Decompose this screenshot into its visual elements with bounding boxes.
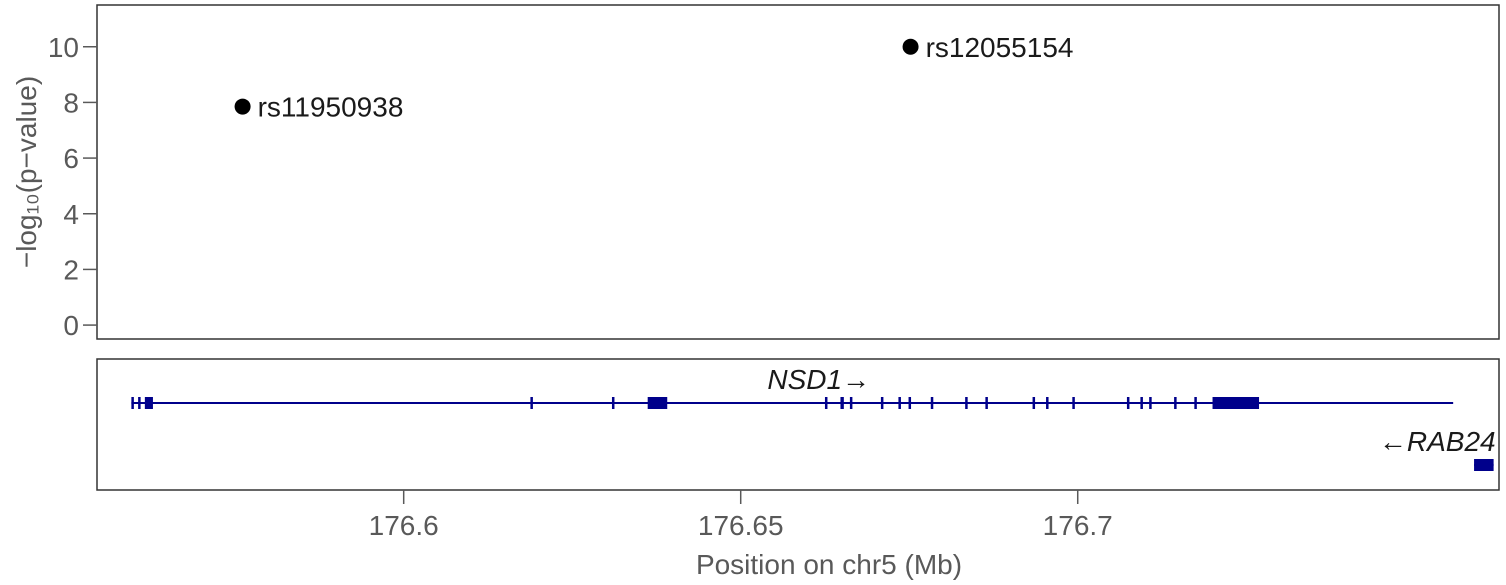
x-axis-label: Position on chr5 (Mb) xyxy=(696,549,962,580)
exon-block xyxy=(985,397,988,409)
exon-block xyxy=(824,397,828,409)
snp-point xyxy=(902,38,919,55)
y-tick-label: 6 xyxy=(63,143,79,174)
exon-block xyxy=(1032,397,1036,409)
exon-block xyxy=(880,397,884,409)
gene-label: ←RAB24 xyxy=(1379,426,1496,457)
exon-block xyxy=(611,397,615,409)
snp-point xyxy=(234,98,251,115)
exon-block xyxy=(647,397,668,409)
exon-block xyxy=(1474,459,1494,471)
gene-track: NSD1→ ←RAB24 xyxy=(131,364,1496,471)
exon-block xyxy=(1174,397,1177,409)
gene-panel-frame xyxy=(96,358,1500,491)
y-tick-label: 8 xyxy=(63,87,79,118)
exon-block xyxy=(1212,397,1260,409)
exon-block xyxy=(1140,397,1143,409)
gene-label: NSD1→ xyxy=(767,364,870,395)
y-axis-label: −log₁₀(p−value) xyxy=(11,76,42,268)
y-axis: 0 2 4 6 8 10 xyxy=(48,32,97,341)
exon-block xyxy=(1126,397,1130,409)
y-tick-label: 4 xyxy=(63,199,79,230)
exon-block xyxy=(1046,397,1049,409)
snp-label: rs12055154 xyxy=(926,32,1074,63)
x-axis: 176.6 176.65 176.7 xyxy=(369,490,1113,541)
exon-block xyxy=(144,397,153,409)
x-tick-label: 176.65 xyxy=(698,510,784,541)
x-tick-label: 176.6 xyxy=(369,510,439,541)
y-tick-label: 10 xyxy=(48,32,79,63)
exon-block xyxy=(965,397,968,409)
association-panel: 0 2 4 6 8 10 −log₁₀(p−value) rs11950938 rs1205… xyxy=(11,4,1500,341)
association-panel-frame xyxy=(96,4,1500,340)
exon-block xyxy=(930,397,934,409)
exon-block xyxy=(138,397,141,409)
y-tick-label: 0 xyxy=(63,310,79,341)
exon-block xyxy=(131,397,134,409)
snp-label: rs11950938 xyxy=(258,92,404,123)
x-tick-label: 176.7 xyxy=(1043,510,1113,541)
exon-block xyxy=(1072,397,1075,409)
exon-block xyxy=(530,397,533,409)
exon-block xyxy=(1149,397,1152,409)
exon-block xyxy=(849,397,853,409)
exon-block xyxy=(840,397,844,409)
exon-block xyxy=(908,397,912,409)
exon-block xyxy=(898,397,901,409)
y-tick-label: 2 xyxy=(63,254,79,285)
gene-panel: NSD1→ ←RAB24 176.6 176.65 176.7 Position on… xyxy=(96,358,1500,580)
snp-points: rs11950938 rs12055154 xyxy=(234,32,1074,123)
exon-block xyxy=(1194,397,1197,409)
